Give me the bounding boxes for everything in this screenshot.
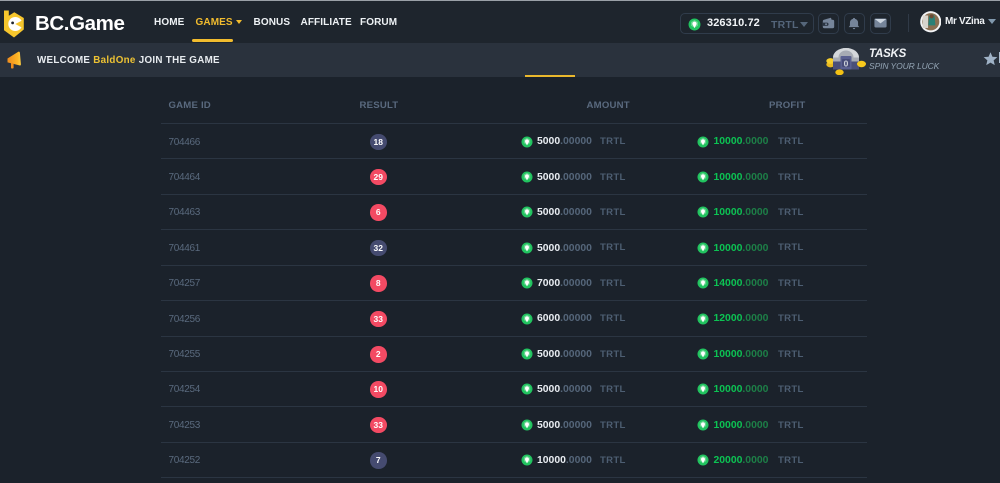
svg-text:0: 0 xyxy=(844,59,849,69)
